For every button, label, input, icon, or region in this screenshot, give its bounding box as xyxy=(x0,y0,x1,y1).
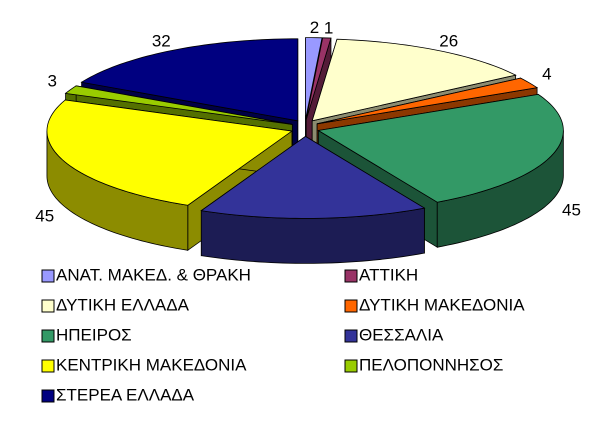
legend-label: ΚΕΝΤΡΙΚΗ ΜΑΚΕΔΟΝΙΑ xyxy=(56,355,247,374)
legend-swatch xyxy=(344,269,358,283)
slice-top xyxy=(64,85,293,125)
slice-top xyxy=(305,37,323,120)
legend-swatch xyxy=(344,299,358,313)
legend-label: ΗΠΕΙΡΟΣ xyxy=(56,325,132,344)
data-label: 32 xyxy=(152,31,171,50)
slice-top xyxy=(200,135,426,219)
data-label: 2 xyxy=(310,18,319,37)
legend-label: ΠΕΛΟΠΟΝΝΗΣΟΣ xyxy=(359,355,503,374)
data-label: 4 xyxy=(542,65,551,84)
legend-swatch xyxy=(41,359,55,373)
legend-label: ΘΕΣΣΑΛΙΑ xyxy=(359,325,444,344)
legend-label: ΑΤΤΙΚΗ xyxy=(359,265,418,284)
slice-top xyxy=(80,38,299,122)
slice-top xyxy=(46,99,294,206)
legend-label: ΔΥΤΙΚΗ ΜΑΚΕΔΟΝΙΑ xyxy=(359,295,525,314)
data-label: 45 xyxy=(562,200,581,219)
legend-label: ΣΤΕΡΕΑ ΕΛΛΑΔΑ xyxy=(56,385,195,404)
data-label: 45 xyxy=(35,206,54,225)
slice-top xyxy=(317,93,564,203)
data-label: 26 xyxy=(439,31,458,50)
slice-top xyxy=(311,38,517,122)
data-label: 1 xyxy=(324,18,333,37)
legend-swatch xyxy=(41,299,55,313)
slice-top xyxy=(305,37,332,120)
legend-swatch xyxy=(344,359,358,373)
legend-label: ΔΥΤΙΚΗ ΕΛΛΑΔΑ xyxy=(56,295,190,314)
slice-top xyxy=(317,77,539,125)
legend-swatch xyxy=(41,329,55,343)
legend-swatch xyxy=(41,269,55,283)
legend-swatch xyxy=(344,329,358,343)
legend-swatch xyxy=(41,389,55,403)
data-label: 3 xyxy=(47,72,56,91)
legend-label: ΑΝΑΤ. ΜΑΚΕΔ. & ΘΡΑΚΗ xyxy=(56,265,251,284)
slice xyxy=(200,135,426,264)
